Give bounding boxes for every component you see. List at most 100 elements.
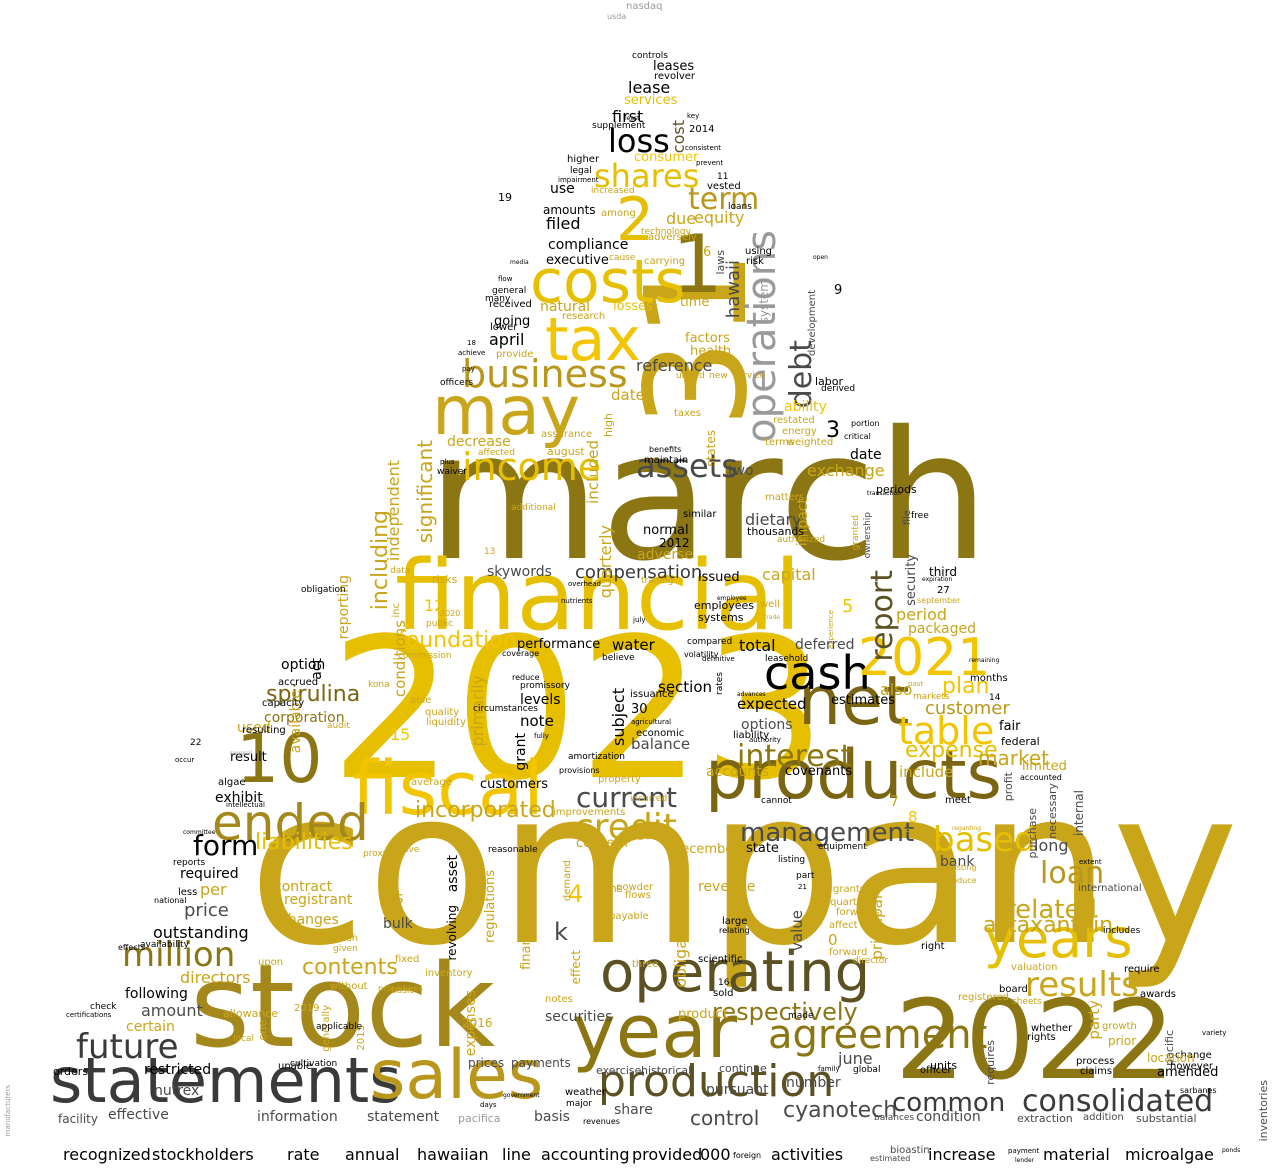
word-bank: bank bbox=[940, 854, 975, 870]
word-due: due bbox=[666, 209, 697, 228]
word-inc: inc bbox=[391, 603, 402, 618]
word-section: section bbox=[658, 678, 713, 696]
word-april: april bbox=[489, 330, 525, 349]
word-critical: critical bbox=[844, 432, 871, 441]
word-future: future bbox=[76, 1027, 179, 1067]
word-issuance: issuance bbox=[630, 689, 674, 700]
word-19: 19 bbox=[498, 191, 512, 204]
word-restated: restated bbox=[773, 415, 815, 426]
word-key: key bbox=[687, 112, 700, 120]
word-related: related bbox=[1005, 895, 1097, 925]
word-note: note bbox=[520, 712, 554, 730]
word-sold: sold bbox=[713, 988, 734, 999]
word-30: 30 bbox=[631, 702, 648, 717]
word-dilutive: dilutive bbox=[386, 845, 420, 855]
word-dietary: dietary bbox=[745, 510, 802, 529]
word-markets: markets bbox=[913, 692, 950, 702]
word-proxy: proxy bbox=[363, 849, 389, 859]
word-loan: loan bbox=[1040, 856, 1105, 891]
word-fair: fair bbox=[999, 719, 1021, 734]
word-derived: derived bbox=[821, 384, 856, 394]
word-year: year bbox=[572, 989, 738, 1075]
word-risks: risks bbox=[432, 573, 458, 586]
word-stockholders: stockholders bbox=[152, 1145, 254, 1164]
word-months: months bbox=[970, 673, 1008, 684]
word-free: free bbox=[911, 511, 929, 521]
word-technology: technology bbox=[641, 227, 691, 237]
word-major: major bbox=[566, 1099, 592, 1109]
word-water: water bbox=[612, 636, 655, 654]
word-revenue: revenue bbox=[698, 879, 756, 895]
word-inventory: inventory bbox=[425, 968, 473, 979]
word-options: options bbox=[741, 717, 793, 733]
word-2014: 2014 bbox=[689, 124, 715, 135]
word-kona: kona bbox=[368, 680, 390, 690]
word-cultivation: cultivation bbox=[290, 1059, 338, 1069]
word-revolver: revolver bbox=[654, 71, 696, 82]
word-changes: changes bbox=[280, 912, 339, 928]
word-financing: financing bbox=[519, 910, 534, 970]
word-international: international bbox=[1078, 883, 1142, 894]
word-11: 11 bbox=[717, 172, 729, 182]
word-less: less bbox=[178, 887, 198, 898]
word-party: party bbox=[1085, 1000, 1103, 1040]
word-common: common bbox=[892, 1088, 1006, 1118]
word-family: family bbox=[818, 1065, 840, 1073]
word-respectively: respectively bbox=[712, 998, 858, 1026]
word-sales: sales bbox=[370, 1036, 544, 1115]
word-3: 3 bbox=[826, 418, 840, 443]
word-business: business bbox=[462, 352, 628, 396]
word-use: use bbox=[550, 181, 575, 197]
word-notes: notes bbox=[545, 994, 573, 1005]
word-recognized: recognized bbox=[63, 1145, 151, 1164]
word-current: current bbox=[576, 781, 678, 814]
word-waiver: waiver bbox=[437, 467, 467, 477]
word-cannot: cannot bbox=[761, 796, 792, 806]
word-covenants: covenants bbox=[785, 764, 853, 779]
word-upon: upon bbox=[258, 957, 284, 968]
word-information: information bbox=[257, 1109, 338, 1125]
word-1: 1 bbox=[672, 218, 723, 311]
word-000: 000 bbox=[700, 1145, 731, 1164]
word-listing: listing bbox=[778, 855, 806, 865]
word-existing: existing bbox=[945, 863, 977, 872]
word-forwards: forwards bbox=[836, 907, 880, 918]
word-economic: economic bbox=[636, 728, 685, 739]
word-legal: legal bbox=[570, 166, 592, 176]
word-agreement: agreement bbox=[768, 1012, 988, 1058]
word-director: director bbox=[853, 956, 888, 966]
word-property: property bbox=[598, 774, 641, 785]
word-high: high bbox=[602, 413, 615, 437]
word-two: two bbox=[728, 463, 754, 479]
word-estimated: estimated bbox=[870, 1154, 911, 1163]
word-losses: losses bbox=[613, 299, 653, 314]
word-restricted: restricted bbox=[144, 1062, 212, 1078]
word-equipment: equipment bbox=[818, 842, 867, 852]
word-controls: controls bbox=[632, 51, 668, 61]
word-supplement: supplement bbox=[592, 121, 646, 131]
word-12: 12 bbox=[424, 596, 445, 615]
word-2019: 2019 bbox=[294, 1003, 320, 1014]
word-incorporated: incorporated bbox=[415, 798, 556, 823]
word-employee: employee bbox=[717, 595, 747, 602]
word-require: require bbox=[1124, 964, 1160, 975]
word-trading: trading bbox=[641, 576, 674, 586]
word-december: december bbox=[673, 842, 739, 857]
word-periods: periods bbox=[876, 483, 917, 496]
word-accounts: accounts bbox=[706, 764, 770, 780]
word-activities: activities bbox=[771, 1145, 844, 1164]
word-exercise: exercise bbox=[596, 1064, 642, 1077]
word-liabilities: liabilities bbox=[255, 830, 353, 855]
word-plus: plus bbox=[440, 458, 455, 466]
word-cash: cash bbox=[764, 646, 871, 700]
word-sheets: sheets bbox=[1012, 997, 1042, 1007]
word-forward: forward bbox=[829, 947, 868, 958]
word-equity: equity bbox=[694, 208, 745, 227]
word-rate: rate bbox=[287, 1145, 320, 1164]
word-ownership: ownership bbox=[863, 512, 873, 559]
word-additional: additional bbox=[511, 503, 556, 513]
word-well: well bbox=[760, 599, 780, 610]
word-costs: costs bbox=[530, 247, 686, 317]
word-past: past bbox=[908, 680, 924, 688]
word-term: term bbox=[688, 182, 760, 217]
